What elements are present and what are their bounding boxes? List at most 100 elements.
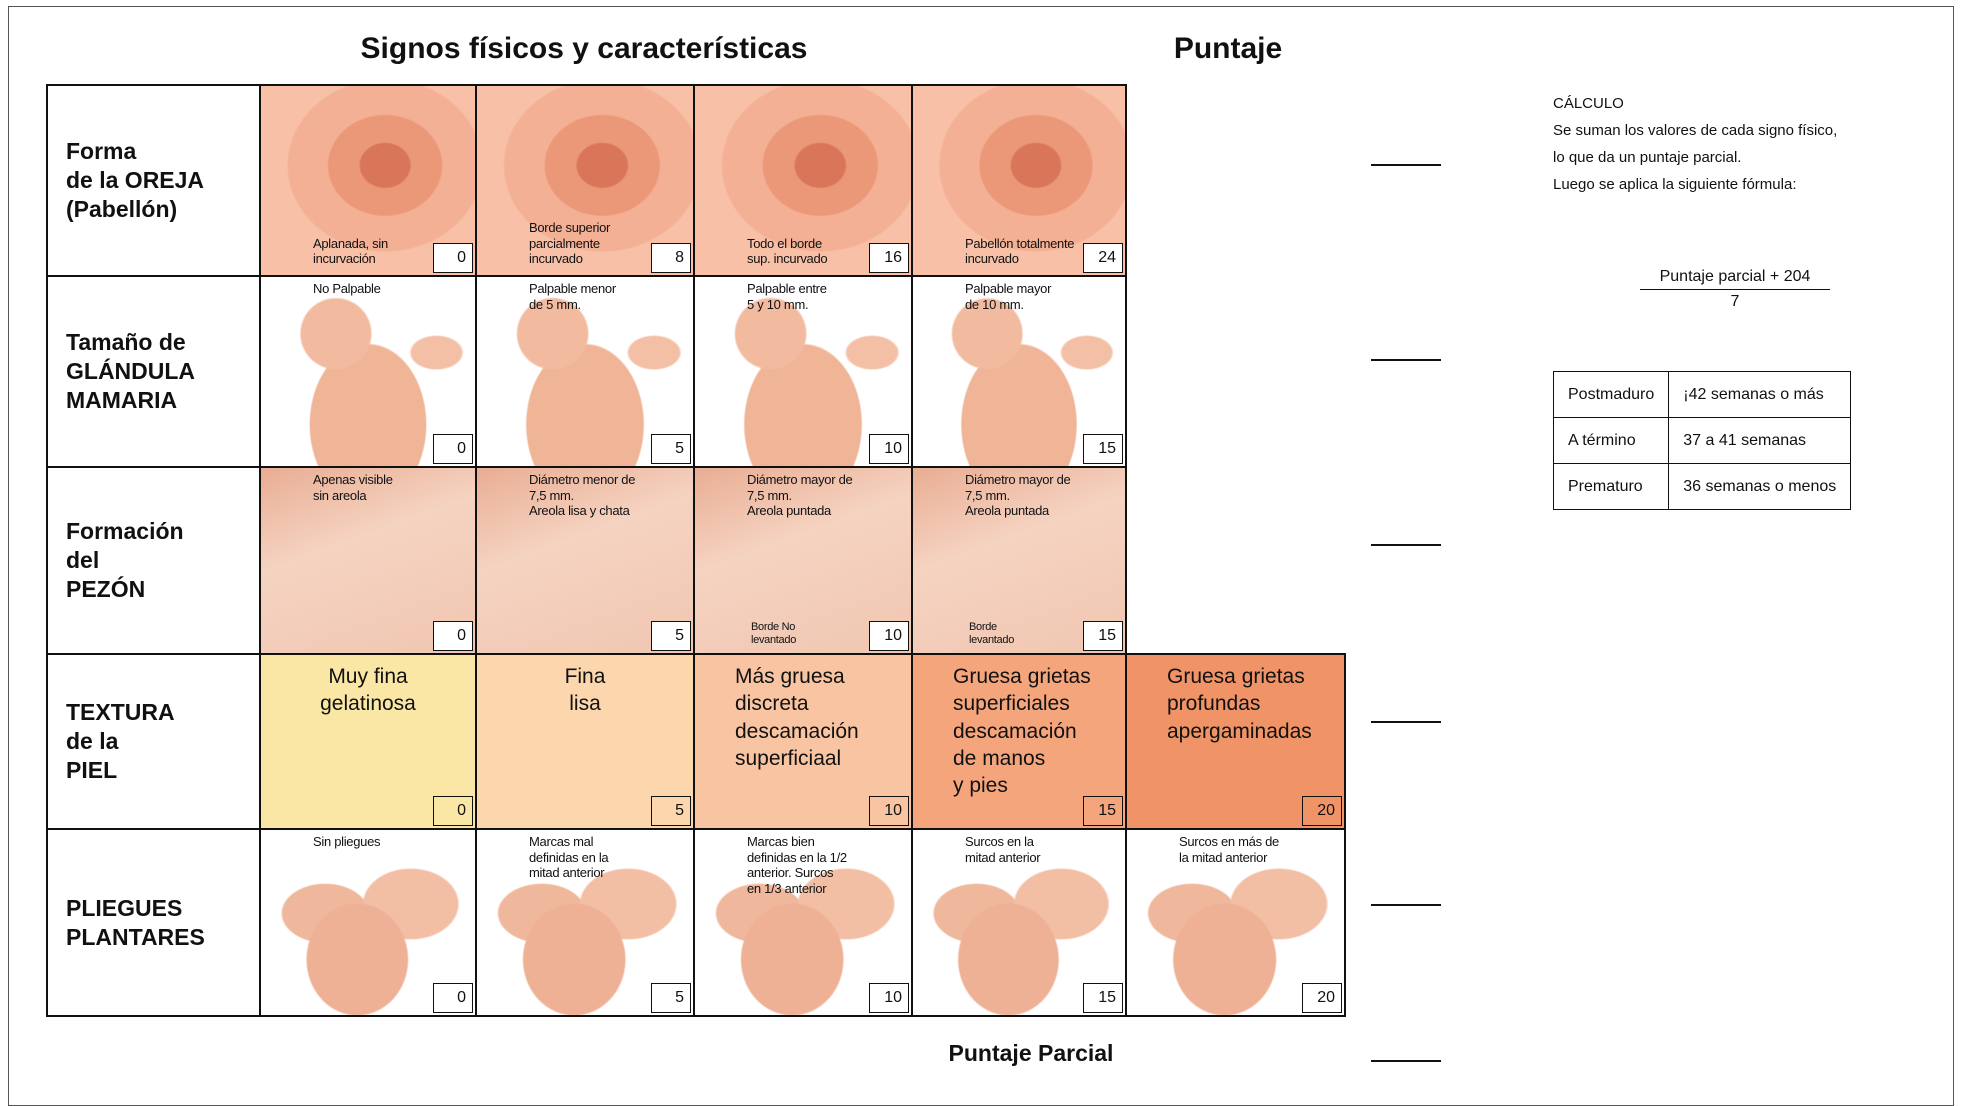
page: {"header": {"title": "Signos físicos y c… — [8, 6, 1954, 1106]
cell-note: Borde No levantado — [751, 620, 797, 646]
score: 16 — [869, 243, 909, 273]
cell-text: Diámetro mayor de 7,5 mm. Areola puntada — [747, 472, 853, 519]
score-blank — [1371, 544, 1441, 546]
calc-line: Luego se aplica la siguiente fórmula: — [1553, 176, 1797, 193]
score: 20 — [1302, 796, 1342, 826]
row-label: PLIEGUES PLANTARES — [46, 828, 261, 1017]
score: 5 — [651, 983, 691, 1013]
partial-score-label: Puntaje Parcial — [948, 1040, 1114, 1066]
formula-numerator: Puntaje parcial + 204 — [1640, 268, 1830, 290]
score: 0 — [433, 243, 473, 273]
class-cell: Prematuro — [1552, 463, 1670, 510]
class-cell: Postmaduro — [1552, 371, 1670, 418]
class-cell: 36 semanas o menos — [1668, 463, 1852, 510]
cell-text: Palpable entre 5 y 10 mm. — [747, 281, 827, 312]
cell-text: Borde superior parcialmente incurvado — [529, 220, 611, 267]
cell: Diámetro mayor de 7,5 mm. Areola puntada… — [911, 466, 1127, 655]
title: Signos físicos y características — [360, 32, 808, 65]
cell-text: Gruesa grietas profundas apergaminadas — [1167, 665, 1312, 743]
cell-text: Muy fina gelatinosa — [320, 665, 416, 716]
score-blank — [1371, 1060, 1441, 1062]
score-blank — [1371, 164, 1441, 166]
calculation: CÁLCULO Se suman los valores de cada sig… — [1553, 90, 1837, 198]
cell-text: Sin pliegues — [313, 834, 381, 849]
score: 20 — [1302, 983, 1342, 1013]
score: 0 — [433, 434, 473, 464]
cell-text: Aplanada, sin incurvación — [313, 235, 388, 267]
cell: Todo el borde sup. incurvado 16 — [693, 84, 913, 277]
classification-table: Postmaduro ¡42 semanas o más A término 37 … — [1552, 371, 1852, 510]
formula: Puntaje parcial + 204 7 — [1640, 268, 1830, 311]
cell-text: Pabellón totalmente incurvado — [965, 235, 1075, 267]
cell-text: Diámetro mayor de 7,5 mm. Areola puntada — [965, 472, 1071, 519]
row-label: Formación del PEZÓN — [46, 466, 261, 655]
cell: Gruesa grietas profundas apergaminadas 20 — [1125, 653, 1346, 830]
calc-line: lo que da un puntaje parcial. — [1553, 149, 1742, 166]
cell-text: Surcos en la mitad anterior — [965, 834, 1041, 865]
score: 8 — [651, 243, 691, 273]
score-blank — [1371, 359, 1441, 361]
cell: Surcos en la mitad anterior 15 — [911, 828, 1127, 1017]
cell: Marcas bien definidas en la 1/2 anterior… — [693, 828, 913, 1017]
cell-text: No Palpable — [313, 281, 381, 296]
calc-title: CÁLCULO — [1553, 95, 1624, 112]
cell: Surcos en más de la mitad anterior 20 — [1125, 828, 1346, 1017]
cell-text: Palpable menor de 5 mm. — [529, 281, 616, 312]
cell: Apenas visible sin areola 0 — [259, 466, 477, 655]
row-label: Forma de la OREJA (Pabellón) — [46, 84, 261, 277]
score: 10 — [869, 621, 909, 651]
score-blank — [1371, 904, 1441, 906]
cell: Más gruesa discreta descamación superfic… — [693, 653, 913, 830]
score-title: Puntaje — [1173, 32, 1283, 65]
row-label: Tamaño de GLÁNDULA MAMARIA — [46, 275, 261, 468]
class-cell: 37 a 41 semanas — [1668, 417, 1852, 464]
cell: Palpable mayor de 10 mm. 15 — [911, 275, 1127, 468]
cell-text: Apenas visible sin areola — [313, 472, 393, 503]
cell: Sin pliegues 0 — [259, 828, 477, 1017]
illustration — [1127, 655, 1344, 828]
cell-text: Surcos en más de la mitad anterior — [1179, 834, 1279, 865]
class-cell: A término — [1552, 417, 1670, 464]
cell: Marcas mal definidas en la mitad anterio… — [475, 828, 695, 1017]
class-cell: ¡42 semanas o más — [1668, 371, 1852, 418]
cell: Muy fina gelatinosa 0 — [259, 653, 477, 830]
cell-text: Fina lisa — [564, 665, 606, 716]
illustration — [913, 655, 1125, 828]
illustration — [477, 655, 693, 828]
cell-note: Borde levantado — [969, 620, 1015, 646]
score: 15 — [1083, 621, 1123, 651]
illustration — [477, 277, 693, 466]
score: 0 — [433, 796, 473, 826]
score: 10 — [869, 796, 909, 826]
illustration — [695, 655, 911, 828]
score: 10 — [869, 983, 909, 1013]
row-label: TEXTURA de la PIEL — [46, 653, 261, 830]
illustration — [695, 277, 911, 466]
cell: Aplanada, sin incurvación 0 — [259, 84, 477, 277]
cell-text: Diámetro menor de 7,5 mm. Areola lisa y … — [529, 472, 636, 519]
cell-text: Marcas bien definidas en la 1/2 anterior… — [747, 834, 847, 896]
score-blank — [1371, 721, 1441, 723]
cell: Gruesa grietas superficiales descamación… — [911, 653, 1127, 830]
cell-text: Palpable mayor de 10 mm. — [965, 281, 1052, 312]
score: 0 — [433, 983, 473, 1013]
cell-text: Más gruesa discreta descamación superfic… — [735, 665, 859, 770]
cell: No Palpable 0 — [259, 275, 477, 468]
illustration — [261, 655, 475, 828]
cell: Borde superior parcialmente incurvado 8 — [475, 84, 695, 277]
score: 0 — [433, 621, 473, 651]
cell-text: Todo el borde sup. incurvado — [747, 235, 828, 267]
cell: Palpable entre 5 y 10 mm. 10 — [693, 275, 913, 468]
score: 5 — [651, 621, 691, 651]
cell-text: Gruesa grietas superficiales descamación… — [953, 665, 1091, 798]
score: 5 — [651, 796, 691, 826]
formula-denominator: 7 — [1730, 293, 1740, 310]
cell-text: Marcas mal definidas en la mitad anterio… — [529, 834, 609, 881]
illustration — [1127, 830, 1344, 1015]
cell: Palpable menor de 5 mm. 5 — [475, 275, 695, 468]
cell: Pabellón totalmente incurvado 24 — [911, 84, 1127, 277]
cell: Fina lisa 5 — [475, 653, 695, 830]
score: 15 — [1083, 434, 1123, 464]
cell: Diámetro mayor de 7,5 mm. Areola puntada… — [693, 466, 913, 655]
score: 24 — [1083, 243, 1123, 273]
